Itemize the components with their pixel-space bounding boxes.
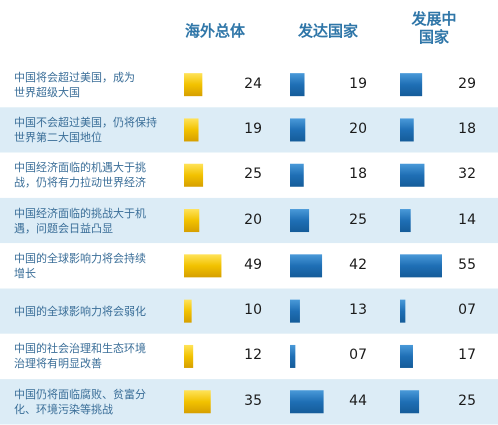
value-label-developing: 07 (458, 302, 476, 319)
value-label-developing: 25 (458, 392, 476, 409)
row-label: 中国的全球影响力将会弱化 (14, 304, 166, 319)
bar-developed (290, 344, 296, 368)
value-label-developed: 42 (349, 256, 367, 273)
row-label-line: 中国的全球影响力将会弱化 (14, 304, 146, 318)
value-label-developed: 07 (349, 347, 367, 364)
bar-developing (400, 254, 442, 278)
value-label-developing: 55 (458, 256, 476, 273)
row-label: 中国将会超过美国，成为 世界超级大国 (14, 70, 166, 100)
bar-developed (290, 299, 300, 323)
value-label-overseas: 25 (244, 166, 262, 183)
row-label: 中国的社会治理和生态环境 治理将有明显改善 (14, 341, 166, 371)
row-label-line: 中国的全球影响力将会持续 (14, 251, 146, 265)
column-header-developed: 发达国家 (278, 22, 378, 40)
row-label-line: 治理将有明显改善 (14, 357, 102, 371)
value-label-developing: 32 (458, 166, 476, 183)
value-label-overseas: 49 (244, 256, 262, 273)
row-band (0, 107, 498, 153)
bar-overseas (184, 118, 199, 142)
column-header-line: 国家 (418, 28, 449, 46)
value-label-overseas: 20 (244, 211, 262, 228)
row-label-line: 中国将会超过美国，成为 (14, 70, 135, 84)
row-label-line: 战，仍将有力拉动世界经济 (14, 176, 146, 190)
value-label-overseas: 10 (244, 302, 262, 319)
bar-developed (290, 163, 304, 187)
bar-developed (290, 390, 324, 414)
row-label: 中国经济面临的挑战大于机 遇，问题会日益凸显 (14, 206, 166, 236)
row-label-line: 遇，问题会日益凸显 (14, 221, 113, 235)
value-label-developed: 19 (349, 75, 367, 92)
bar-developing (400, 209, 411, 233)
row-band (0, 333, 498, 380)
bar-developing (400, 299, 406, 323)
row-label: 中国的全球影响力将会持续 增长 (14, 251, 166, 281)
value-label-developing: 14 (458, 211, 476, 228)
bar-overseas (184, 390, 211, 414)
bar-overseas (184, 163, 204, 187)
bar-developed (290, 118, 306, 142)
row-band (0, 197, 498, 244)
row-label-line: 中国经济面临的机遇大于挑 (14, 161, 146, 175)
bar-developing (400, 344, 413, 368)
bar-overseas (184, 299, 192, 323)
column-header-line: 发达国家 (297, 22, 358, 40)
bar-overseas (184, 254, 222, 278)
row-label: 中国经济面临的机遇大于挑 战，仍将有力拉动世界经济 (14, 160, 166, 190)
row-label-line: 中国不会超过美国，仍将保持 (14, 115, 157, 129)
value-label-overseas: 35 (244, 392, 262, 409)
value-label-developed: 13 (349, 302, 367, 319)
bar-developed (290, 254, 323, 278)
column-header-line: 海外总体 (184, 22, 245, 40)
value-label-developing: 29 (458, 75, 476, 92)
value-label-developing: 18 (458, 120, 476, 137)
value-label-developed: 20 (349, 120, 367, 137)
row-label-line: 中国的社会治理和生态环境 (14, 342, 146, 356)
row-label: 中国不会超过美国，仍将保持 世界第二大国地位 (14, 115, 166, 145)
bar-developing (400, 73, 423, 97)
value-label-overseas: 12 (244, 347, 262, 364)
column-header-overseas: 海外总体 (170, 22, 260, 40)
bar-overseas (184, 209, 200, 233)
row-label-line: 世界第二大国地位 (14, 130, 102, 144)
column-header-line: 发展中 (411, 10, 457, 28)
value-label-overseas: 19 (244, 120, 262, 137)
row-band (0, 288, 498, 334)
row-label-line: 增长 (14, 266, 36, 280)
bar-developed (290, 209, 310, 233)
value-label-overseas: 24 (244, 75, 262, 92)
row-label-line: 化、环境污染等挑战 (14, 402, 113, 416)
bar-developing (400, 118, 414, 142)
value-label-developed: 25 (349, 211, 367, 228)
row-label-line: 世界超级大国 (14, 85, 80, 99)
row-label-line: 中国经济面临的挑战大于机 (14, 206, 146, 220)
value-label-developing: 17 (458, 347, 476, 364)
bar-developing (400, 390, 420, 414)
bar-overseas (184, 344, 194, 368)
value-label-developed: 44 (349, 392, 367, 409)
bar-developing (400, 163, 425, 187)
bar-overseas (184, 73, 203, 97)
bar-developed (290, 73, 305, 97)
row-label: 中国仍将面临腐败、贫富分 化、环境污染等挑战 (14, 387, 166, 417)
row-label-line: 中国仍将面临腐败、贫富分 (14, 387, 146, 401)
column-header-developing: 发展中 国家 (392, 10, 476, 46)
value-label-developed: 18 (349, 166, 367, 183)
